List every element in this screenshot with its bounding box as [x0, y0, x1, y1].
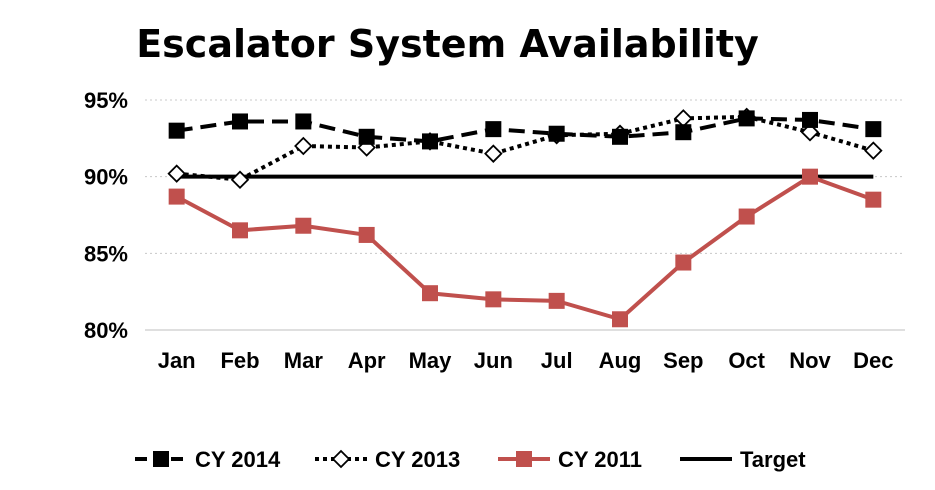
x-tick-label: Feb [220, 348, 259, 373]
data-point [358, 128, 375, 145]
data-point [612, 128, 628, 145]
data-point [232, 113, 248, 130]
x-axis-ticks: Jan Feb Mar Apr May Jun Jul Aug Sep Oct Nov Dec [158, 348, 894, 373]
legend-item-target: Target [680, 447, 806, 472]
x-tick-label: Apr [348, 348, 386, 373]
data-point [802, 111, 818, 128]
data-point [675, 124, 692, 141]
x-tick-label: Aug [599, 348, 642, 373]
legend-marker [153, 451, 169, 467]
data-point [485, 291, 502, 308]
data-point [675, 254, 692, 271]
data-point [800, 122, 820, 142]
data-point [230, 170, 250, 190]
x-tick-label: Mar [284, 348, 324, 373]
data-point [168, 188, 185, 205]
y-tick-label: 80% [84, 318, 128, 343]
series-cy-2014 [168, 110, 882, 150]
legend: CY 2014 CY 2013 CY 2011 Target [135, 447, 806, 472]
series-cy-2011 [168, 168, 882, 328]
data-point [865, 121, 882, 138]
data-point [295, 113, 312, 130]
legend-label: CY 2013 [375, 447, 460, 472]
data-point [738, 110, 755, 127]
data-point [865, 191, 882, 208]
data-point [485, 121, 502, 138]
data-point [674, 109, 693, 128]
x-tick-label: Dec [853, 348, 893, 373]
data-point [167, 164, 186, 183]
legend-label: Target [740, 447, 806, 472]
data-point [168, 122, 185, 139]
legend-item-cy-2014: CY 2014 [135, 447, 281, 472]
x-tick-label: Oct [728, 348, 765, 373]
x-tick-label: Sep [663, 348, 703, 373]
data-point [548, 125, 565, 142]
legend-marker [331, 449, 351, 469]
y-tick-label: 90% [84, 165, 128, 190]
series-line-cy-2011 [175, 174, 875, 322]
series-group [167, 107, 883, 328]
data-point [612, 311, 628, 328]
data-point [864, 141, 883, 160]
data-point [738, 208, 755, 225]
data-point [484, 144, 503, 163]
x-tick-label: Jul [541, 348, 573, 373]
data-point [358, 226, 375, 243]
data-point [422, 133, 438, 150]
data-point [295, 217, 312, 234]
y-tick-label: 85% [84, 241, 128, 266]
series-line-cy-2014 [176, 116, 874, 144]
series-line-cy-2013 [176, 114, 874, 182]
x-tick-label: May [409, 348, 453, 373]
chart-title: Escalator System Availability [136, 22, 759, 66]
legend-label: CY 2014 [195, 447, 281, 472]
data-point [232, 222, 248, 239]
legend-marker [516, 451, 532, 467]
data-point [802, 168, 818, 185]
data-point [548, 292, 565, 309]
legend-item-cy-2013: CY 2013 [315, 447, 460, 472]
y-axis-ticks: 95% 90% 85% 80% [84, 88, 128, 343]
x-tick-label: Nov [789, 348, 831, 373]
x-tick-label: Jun [474, 348, 513, 373]
data-point [294, 136, 313, 156]
y-tick-label: 95% [84, 88, 128, 113]
legend-item-cy-2011: CY 2011 [498, 447, 642, 472]
legend-label: CY 2011 [558, 447, 642, 472]
data-point [422, 285, 438, 302]
x-tick-label: Jan [158, 348, 196, 373]
